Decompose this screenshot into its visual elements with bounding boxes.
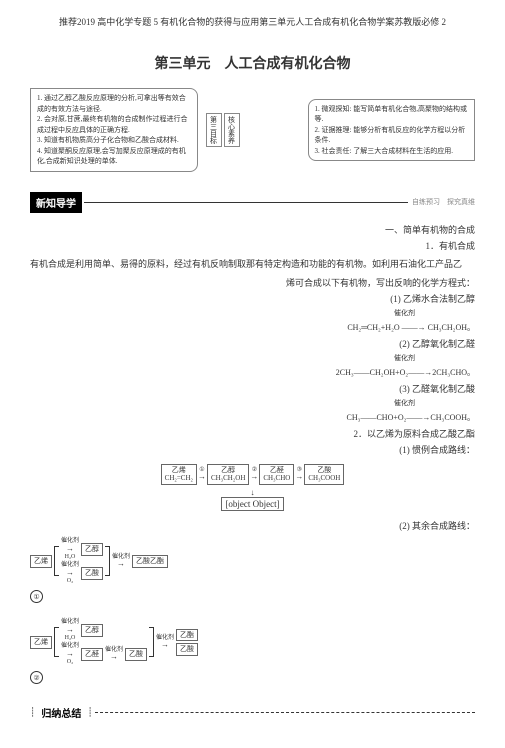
obj-line: 3. 知道有机物质高分子化合物和乙酸合成材料. [37, 135, 191, 146]
heading-2: 1．有机合成 [30, 239, 475, 252]
bracket-icon [149, 627, 154, 657]
flow-box: 乙烯CH₂=CH₂ [161, 464, 197, 485]
bracket-icon [54, 627, 59, 657]
middle-labels: 第三目标 核心素养 [206, 113, 300, 147]
obj-line: 1. 通过乙醇乙酸反应原理的分析,可拿出等有效合成的有效方法与途径. [37, 93, 191, 114]
flow-start: 乙烯 [30, 555, 52, 567]
section-notes: 自练预习 探究真维 [412, 197, 475, 207]
equation-2: 2CH₃――CH₂OH+O₂――→2CH₃CHO。 [30, 367, 475, 378]
heading-3: 2．以乙烯为原料合成乙酸乙酯 [30, 427, 475, 440]
route-title-2: (2) 其余合成路线： [30, 519, 475, 532]
flow-box: 乙醛CH₃CHO [259, 464, 294, 485]
equation-3: CH₃――CHO+O₂――→CH₃COOH。 [30, 412, 475, 423]
flow-arrow: ②→ [250, 467, 258, 482]
synthesis-flow-3: 乙烯 催化剂→H₂O乙醇 催化剂→O₂乙醛催化剂→乙酸 催化剂→ 乙酯 乙酸 [30, 619, 475, 665]
flow-start: 乙烯 [30, 636, 52, 648]
heading-1: 一、简单有机物的合成 [30, 223, 475, 236]
lit-line: 3. 社会责任: 了解三大合成材料在生活的应用. [315, 146, 469, 157]
obj-line: 4. 知道聚酮反应原理,会写加聚反应原理成的有机化,合成新知识处理的单体. [37, 146, 191, 167]
section-label: 新知导学 [30, 192, 82, 213]
equation-1: CH₂═CH₂+H₂O ――→ CH₃CH₂OH。 [30, 322, 475, 333]
obj-line: 2. 会对原,甘蔗,最终有机物的合成制作过程进行合成过程中反应具体的正确方程. [37, 114, 191, 135]
flow-arrow: ③→ [295, 467, 303, 482]
section-header-1: 新知导学 自练预习 探究真维 [30, 192, 475, 213]
catalyst-label: 催化剂 [30, 308, 415, 318]
eq-title: (3) 乙醛氧化制乙酸 [30, 382, 475, 395]
route-title: (1) 惯例合成路线： [30, 443, 475, 456]
paragraph: 烯可合成以下有机物，写出反响的化学方程式： [30, 276, 475, 289]
flow-result: 乙酸乙酯 [132, 555, 168, 567]
bracket-icon [54, 546, 59, 576]
catalyst-label: 催化剂 [30, 398, 415, 408]
eq-title: (1) 乙烯水合法制乙醇 [30, 292, 475, 305]
synthesis-flow-2: 乙烯 催化剂→H₂O乙醇 催化剂→O₂乙酸 催化剂→ 乙酸乙酯 [30, 538, 475, 584]
section-header-2: ┊ 归纳总结 ┊ [30, 702, 475, 723]
main-title: 第三单元 人工合成有机化合物 [30, 53, 475, 73]
flow-arrow: ①→ [198, 467, 206, 482]
section-label-2: 归纳总结 [35, 702, 87, 723]
bracket-icon [105, 546, 110, 576]
number-circle-1: ① [30, 590, 43, 603]
mid-label-left: 第三目标 [206, 113, 222, 147]
flow-box: 乙酸CH₃COOH [304, 464, 344, 485]
left-objectives-box: 1. 通过乙醇乙酸反应原理的分析,可拿出等有效合成的有效方法与途径. 2. 会对… [30, 88, 198, 172]
lit-line: 2. 证据推理: 能够分析有机反应的化学方程以分析条件. [315, 125, 469, 146]
section-line [95, 712, 475, 713]
right-literacy-box: 1. 微观探知: 能写简单有机化合物,高聚物的结构或等. 2. 证据推理: 能够… [308, 99, 476, 162]
flow-result-box: [object Object] [221, 497, 283, 512]
eq-title: (2) 乙醇氧化制乙醛 [30, 337, 475, 350]
flow-box: 乙醇CH₃CH₂OH [207, 464, 249, 485]
number-circle-2: ② [30, 671, 43, 684]
paragraph: 有机合成是利用简单、易得的原料，经过有机反响制取那有特定构造和功能的有机物。如利… [30, 257, 475, 271]
objective-boxes: 1. 通过乙醇乙酸反应原理的分析,可拿出等有效合成的有效方法与途径. 2. 会对… [30, 88, 475, 172]
catalyst-label: 催化剂 [30, 353, 415, 363]
doc-header: 推荐2019 高中化学专题 5 有机化合物的获得与应用第三单元人工合成有机化合物… [30, 15, 475, 28]
mid-label-right: 核心素养 [224, 113, 240, 147]
section-line [84, 202, 408, 203]
synthesis-flow-1: 乙烯CH₂=CH₂ ①→ 乙醇CH₃CH₂OH ②→ 乙醛CH₃CHO ③→ 乙… [161, 464, 345, 512]
lit-line: 1. 微观探知: 能写简单有机化合物,高聚物的结构或等. [315, 104, 469, 125]
